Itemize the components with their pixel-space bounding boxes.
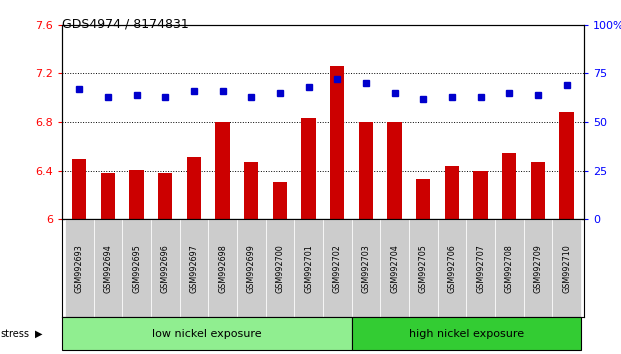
Text: low nickel exposure: low nickel exposure	[152, 329, 261, 339]
Bar	[531, 162, 545, 219]
Text: GSM992694: GSM992694	[104, 244, 112, 292]
Bar	[101, 173, 115, 219]
Text: GSM992699: GSM992699	[247, 244, 256, 293]
Text: GSM992695: GSM992695	[132, 244, 141, 293]
Text: GSM992704: GSM992704	[390, 244, 399, 292]
Text: GSM992710: GSM992710	[562, 244, 571, 292]
Bar	[416, 179, 430, 219]
Text: ▶: ▶	[35, 329, 42, 339]
Bar	[330, 66, 345, 219]
Text: GSM992700: GSM992700	[276, 244, 284, 292]
Bar	[215, 122, 230, 219]
Bar	[473, 171, 487, 219]
Text: GSM992701: GSM992701	[304, 244, 313, 292]
Bar	[273, 182, 287, 219]
Bar	[560, 113, 574, 219]
Bar	[129, 170, 144, 219]
Text: GSM992706: GSM992706	[447, 244, 456, 292]
Bar	[445, 166, 459, 219]
Text: GSM992708: GSM992708	[505, 244, 514, 292]
Text: GSM992698: GSM992698	[218, 244, 227, 292]
Bar	[359, 122, 373, 219]
Text: GSM992703: GSM992703	[361, 244, 370, 292]
Text: GSM992693: GSM992693	[75, 244, 84, 292]
Text: GSM992709: GSM992709	[533, 244, 542, 293]
Bar	[72, 159, 86, 219]
Bar	[388, 122, 402, 219]
Text: GSM992707: GSM992707	[476, 244, 485, 293]
Text: GSM992696: GSM992696	[161, 244, 170, 292]
Text: high nickel exposure: high nickel exposure	[409, 329, 524, 339]
Bar	[158, 173, 173, 219]
Text: GDS4974 / 8174831: GDS4974 / 8174831	[62, 18, 189, 31]
Bar	[502, 153, 517, 219]
Text: GSM992702: GSM992702	[333, 244, 342, 293]
Bar	[244, 162, 258, 219]
Bar	[301, 119, 315, 219]
Text: GSM992705: GSM992705	[419, 244, 428, 293]
Text: GSM992697: GSM992697	[189, 244, 199, 293]
Text: stress: stress	[1, 329, 30, 339]
Bar	[187, 158, 201, 219]
